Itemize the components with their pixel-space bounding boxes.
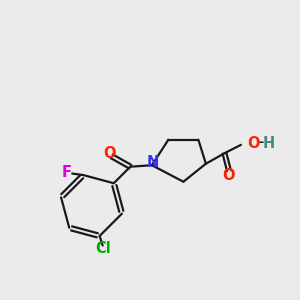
Text: O: O bbox=[103, 146, 116, 161]
Text: -: - bbox=[258, 136, 263, 149]
Text: H: H bbox=[262, 136, 275, 151]
Text: Cl: Cl bbox=[95, 241, 110, 256]
Text: F: F bbox=[62, 165, 72, 180]
Text: O: O bbox=[223, 168, 235, 183]
Text: O: O bbox=[247, 136, 260, 151]
Text: N: N bbox=[146, 155, 159, 170]
